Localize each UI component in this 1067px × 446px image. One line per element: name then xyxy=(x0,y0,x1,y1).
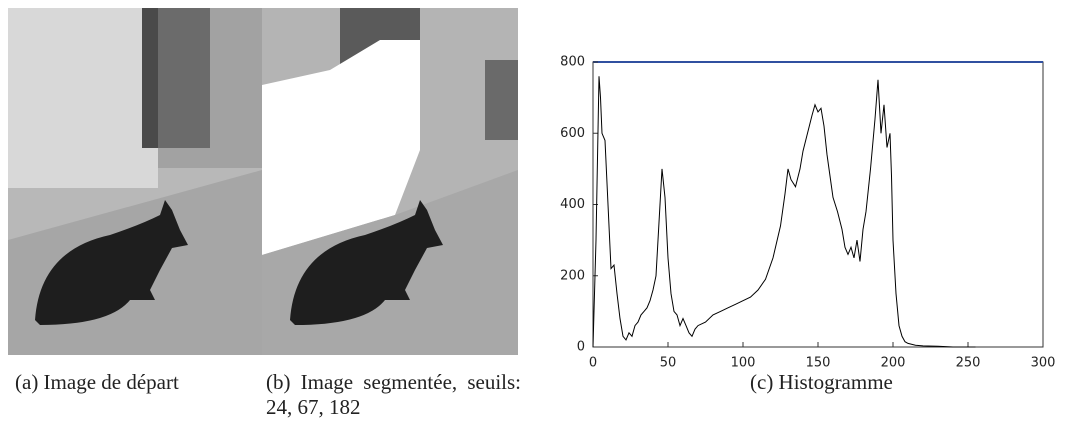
histogram-line xyxy=(592,76,976,348)
y-tick-label: 800 xyxy=(560,55,585,70)
photo-original xyxy=(8,8,262,355)
x-tick-label: 0 xyxy=(589,356,597,371)
x-tick-label: 100 xyxy=(731,356,756,371)
caption: (c) Histogramme xyxy=(750,370,893,394)
x-tick-label: 50 xyxy=(660,356,677,371)
y-tick-label: 600 xyxy=(560,126,585,141)
caption: (a) Image de départ xyxy=(15,370,179,394)
caption: (b) Image segmentée, seuils: 24, 67, 182 xyxy=(266,370,521,419)
photos xyxy=(8,8,518,355)
photo-segmented xyxy=(262,8,518,355)
histogram-chart: 0 200 400 600 800 0 50 100 150 200 250 300 xyxy=(560,55,1056,371)
y-tick-label: 200 xyxy=(560,268,585,283)
x-tick-label: 250 xyxy=(956,356,981,371)
x-tick-label: 150 xyxy=(806,356,831,371)
y-tick-label: 400 xyxy=(560,197,585,212)
x-tick-label: 300 xyxy=(1031,356,1056,371)
y-tick-label: 0 xyxy=(577,340,585,355)
x-tick-label: 200 xyxy=(881,356,906,371)
